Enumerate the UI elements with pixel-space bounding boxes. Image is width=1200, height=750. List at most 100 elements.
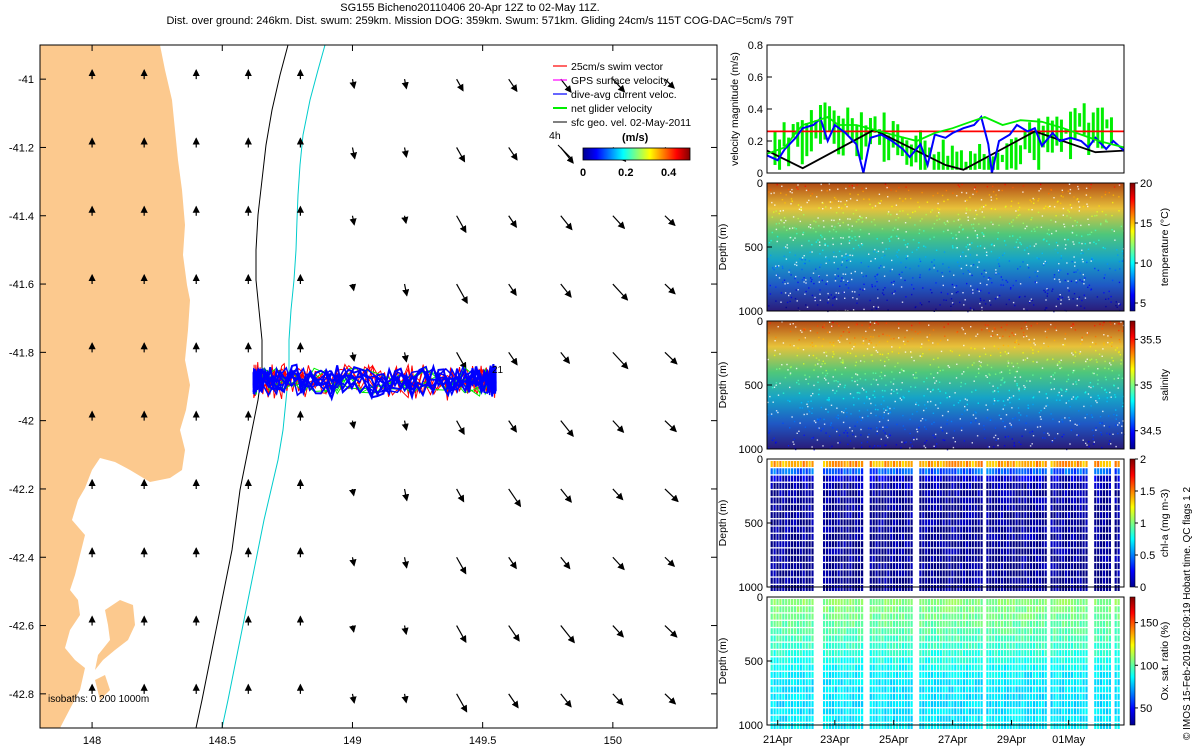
- profile-sample: [1075, 397, 1077, 399]
- profile-sample: [861, 563, 864, 570]
- profile-sample: [873, 390, 876, 392]
- profile-sample: [1047, 206, 1050, 208]
- profile-sample: [823, 327, 826, 329]
- profile-sample: [863, 283, 865, 285]
- profile-sample: [901, 441, 903, 443]
- profile-sample: [893, 293, 895, 295]
- profile-sample: [1085, 468, 1088, 475]
- profile-sample: [785, 715, 788, 722]
- profile-sample: [898, 352, 900, 354]
- profile-sample: [793, 723, 797, 729]
- profile-sample: [1105, 461, 1109, 467]
- profile-sample: [994, 208, 996, 210]
- profile-sample: [925, 419, 927, 421]
- profile-sample: [993, 327, 995, 329]
- current-vector: [401, 420, 409, 431]
- profile-sample: [919, 563, 922, 570]
- profile-sample: [1075, 381, 1077, 383]
- profile-sample: [852, 396, 855, 399]
- profile-sample: [986, 563, 989, 570]
- profile-sample: [810, 400, 812, 402]
- profile-sample: [1024, 227, 1026, 230]
- profile-sample: [893, 512, 896, 519]
- profile-sample: [1003, 468, 1006, 475]
- profile-sample: [782, 526, 785, 533]
- profile-sample: [785, 461, 788, 467]
- profile-sample: [776, 563, 779, 570]
- profile-sample: [834, 274, 836, 276]
- temperature-profiles: [767, 183, 1125, 313]
- profile-sample: [1009, 519, 1012, 526]
- profile-sample: [1097, 526, 1100, 533]
- profile-sample: [805, 290, 807, 293]
- profile-sample: [1038, 512, 1041, 519]
- profile-sample: [846, 585, 849, 591]
- profile-sample: [960, 255, 963, 257]
- profile-sample: [1088, 385, 1090, 388]
- profile-sample: [1105, 526, 1109, 533]
- profile-sample: [948, 482, 951, 489]
- profile-sample: [960, 519, 963, 526]
- profile-sample: [837, 657, 840, 664]
- profile-sample: [861, 657, 864, 664]
- profile-sample: [892, 383, 895, 385]
- profile-sample: [811, 693, 814, 700]
- profile-sample: [960, 255, 962, 258]
- profile-sample: [939, 555, 942, 562]
- profile-sample: [881, 548, 884, 555]
- profile-sample: [970, 326, 972, 328]
- profile-sample: [907, 243, 909, 245]
- profile-sample: [796, 186, 798, 189]
- profile-sample: [1068, 504, 1071, 511]
- profile-sample: [914, 377, 916, 379]
- current-vector: [664, 78, 675, 89]
- profile-sample: [881, 377, 883, 380]
- profile-sample: [775, 300, 777, 302]
- profile-sample: [855, 686, 858, 693]
- profile-sample: [939, 533, 942, 540]
- profile-sample: [852, 490, 855, 497]
- profile-sample: [1082, 252, 1084, 254]
- current-vector: [612, 693, 624, 706]
- profile-sample: [834, 555, 837, 562]
- profile-sample: [1080, 252, 1082, 255]
- profile-sample: [1070, 325, 1073, 327]
- profile-sample: [837, 504, 840, 511]
- profile-sample: [1067, 378, 1070, 381]
- profile-sample: [917, 332, 919, 335]
- profile-sample: [998, 475, 1001, 482]
- profile-sample: [951, 533, 954, 540]
- legend-entry-dac: dive-avg current veloc.: [553, 89, 677, 101]
- profile-sample: [846, 475, 849, 482]
- profile-sample: [954, 441, 956, 443]
- profile-sample: [863, 360, 866, 363]
- profile-sample: [793, 671, 797, 678]
- profile-sample: [1032, 403, 1034, 406]
- profile-sample: [1014, 246, 1016, 248]
- map-ytick-label: -41.6: [9, 279, 34, 291]
- profile-sample: [1068, 570, 1071, 577]
- profile-sample: [951, 577, 954, 584]
- profile-sample: [852, 585, 855, 591]
- profile-sample: [1117, 533, 1120, 540]
- profile-sample: [784, 376, 787, 379]
- profile-sample: [849, 657, 852, 664]
- profile-sample: [796, 577, 799, 584]
- profile-sample: [787, 399, 789, 402]
- profile-sample: [963, 519, 966, 526]
- profile-sample: [973, 218, 976, 220]
- profile-sample: [955, 377, 958, 379]
- profile-sample: [1020, 443, 1022, 446]
- profile-sample: [956, 331, 958, 334]
- profile-sample: [925, 555, 928, 562]
- profile-sample: [974, 533, 977, 540]
- profile-sample: [823, 512, 826, 519]
- profile-sample: [1104, 193, 1107, 196]
- profile-sample: [791, 555, 794, 562]
- profile-sample: [799, 497, 802, 504]
- profile-sample: [779, 555, 782, 562]
- profile-sample: [1015, 519, 1018, 526]
- map-legend: 25cm/s swim vector GPS surface velocity …: [549, 61, 691, 179]
- profile-sample: [996, 296, 999, 298]
- profile-sample: [983, 425, 985, 427]
